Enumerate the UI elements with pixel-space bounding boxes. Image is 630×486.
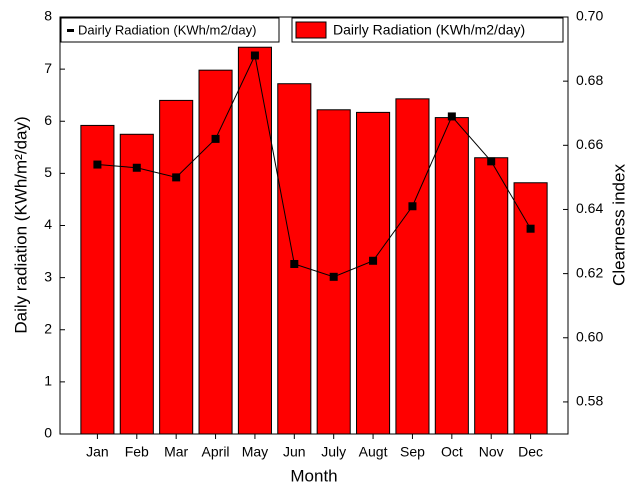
bar (119, 133, 154, 435)
y2-tick-label: 0.60 (576, 328, 603, 344)
point (132, 163, 141, 172)
x-tick-label: Sep (400, 444, 425, 460)
point (172, 173, 181, 182)
x-tick-label: Jan (86, 444, 109, 460)
point (408, 202, 417, 211)
legend-label: Dairly Radiation (KWh/m2/day) (333, 22, 525, 38)
y-tick-label: 2 (44, 320, 52, 336)
bar (80, 124, 115, 435)
y2-tick-label: 0.68 (576, 72, 603, 88)
x-tick-label: May (242, 444, 268, 460)
point (447, 112, 456, 121)
x-tick-label: Jun (283, 444, 306, 460)
x-axis-title: Month (290, 466, 337, 485)
x-tick-label: April (202, 444, 230, 460)
legend-box (60, 17, 280, 43)
bar (474, 157, 509, 435)
bar (159, 99, 194, 435)
bar (513, 182, 548, 435)
line (97, 53, 532, 278)
bar (237, 46, 272, 435)
y-tick-label: 8 (44, 8, 52, 24)
y2-axis-title: Clearness index (609, 164, 628, 286)
point (250, 51, 259, 60)
plot-frame (59, 16, 569, 435)
legend-swatch (295, 21, 327, 39)
bar (434, 117, 469, 435)
bar (198, 69, 233, 435)
bar (356, 111, 391, 435)
y2-tick-label: 0.70 (576, 8, 603, 24)
y2-tick-label: 0.58 (576, 393, 603, 409)
point (93, 160, 102, 169)
point (526, 224, 535, 233)
y-tick-label: 5 (44, 164, 52, 180)
legend-swatch (67, 29, 74, 32)
legend-label: Dairly Radiation (KWh/m2/day) (78, 22, 256, 37)
y-axis-title: Daily radiation (KWh/m²/day) (11, 116, 30, 333)
y-tick-label: 7 (44, 60, 52, 76)
point (290, 259, 299, 268)
x-tick-label: Feb (125, 444, 149, 460)
x-tick-label: Mar (164, 444, 188, 460)
point (369, 256, 378, 265)
y-tick-label: 3 (44, 268, 52, 284)
x-tick-label: Oct (441, 444, 463, 460)
y2-tick-label: 0.66 (576, 136, 603, 152)
y-tick-label: 1 (44, 373, 52, 389)
x-tick-label: Nov (479, 444, 504, 460)
x-tick-label: July (321, 444, 346, 460)
point (329, 272, 338, 281)
y2-tick-label: 0.64 (576, 200, 603, 216)
legend-box (291, 17, 564, 43)
point (487, 157, 496, 166)
y2-tick-label: 0.62 (576, 264, 603, 280)
y-tick-label: 4 (44, 216, 52, 232)
x-tick-label: Augt (359, 444, 388, 460)
bar (395, 98, 430, 435)
x-tick-label: Dec (518, 444, 543, 460)
y-tick-label: 6 (44, 112, 52, 128)
point (211, 134, 220, 143)
bar (277, 83, 312, 435)
y-tick-label: 0 (44, 425, 52, 441)
